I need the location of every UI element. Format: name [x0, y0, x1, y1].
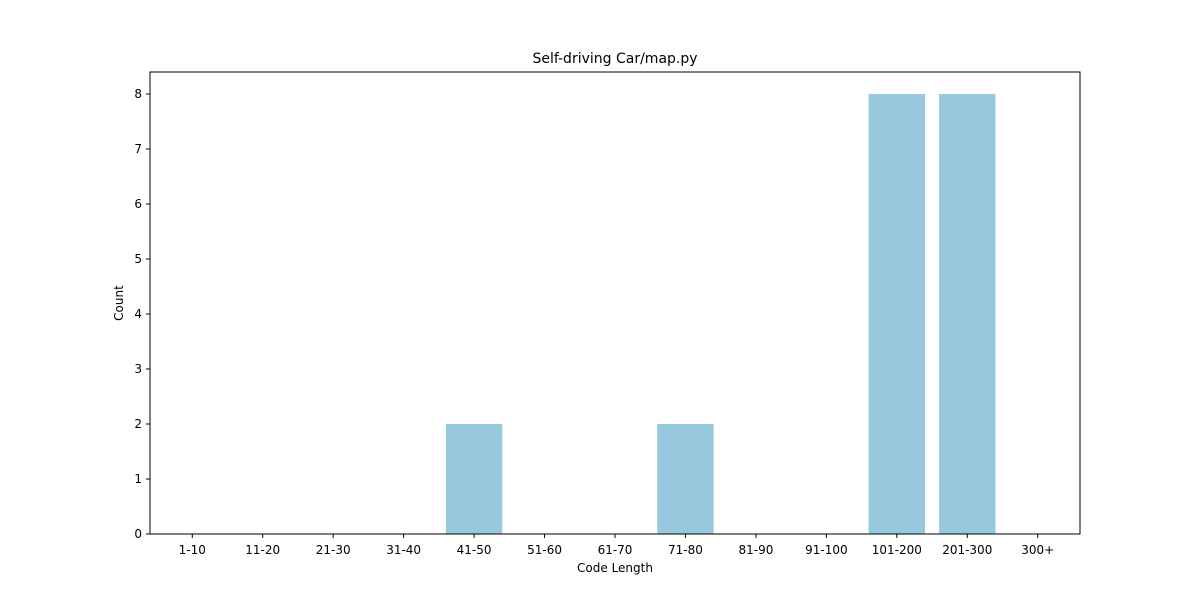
bars-group	[445, 94, 996, 534]
bar-101-200	[868, 94, 925, 534]
x-tick-label: 101-200	[872, 543, 922, 557]
bar-201-300	[939, 94, 996, 534]
plot-area-frame	[149, 71, 1081, 535]
y-tick-label: 8	[134, 87, 142, 101]
x-tick-label: 201-300	[942, 543, 992, 557]
x-tick-label: 300+	[1021, 543, 1054, 557]
y-axis-ticks: 0 1 2 3 4 5 6 7 8	[134, 87, 150, 541]
x-tick-label: 61-70	[598, 543, 633, 557]
y-tick-label: 2	[134, 417, 142, 431]
x-tick-label: 31-40	[386, 543, 421, 557]
x-tick-label: 81-90	[738, 543, 773, 557]
y-axis-label: Count	[112, 285, 126, 321]
y-tick-label: 6	[134, 197, 142, 211]
x-tick-label: 11-20	[245, 543, 280, 557]
x-axis-label: Code Length	[577, 561, 653, 575]
y-tick-label: 3	[134, 362, 142, 376]
x-tick-label: 91-100	[805, 543, 848, 557]
x-tick-label: 71-80	[668, 543, 703, 557]
y-tick-label: 4	[134, 307, 142, 321]
y-tick-label: 1	[134, 472, 142, 486]
x-tick-label: 51-60	[527, 543, 562, 557]
x-tick-label: 41-50	[457, 543, 492, 557]
x-tick-label: 21-30	[316, 543, 351, 557]
x-axis-ticks: 1-10 11-20 21-30 31-40 41-50 51-60 61-70 71-80 8…	[179, 534, 1054, 557]
x-tick-label: 1-10	[179, 543, 206, 557]
chart-title: Self-driving Car/map.py	[532, 51, 697, 67]
bar-71-80	[657, 424, 714, 534]
y-tick-label: 5	[134, 252, 142, 266]
y-tick-label: 0	[134, 527, 142, 541]
y-tick-label: 7	[134, 142, 142, 156]
bar-41-50	[445, 424, 503, 534]
